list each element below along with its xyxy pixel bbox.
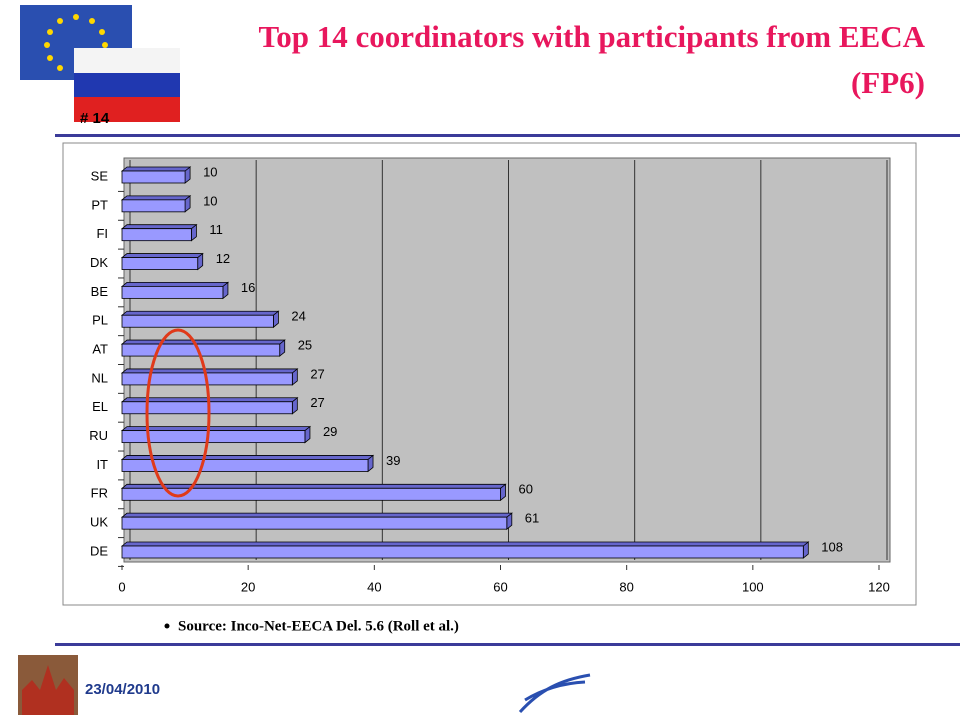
x-tick-label: 80 <box>619 579 633 594</box>
x-tick-label: 120 <box>868 579 890 594</box>
y-tick-label: RU <box>89 428 108 443</box>
plot-area <box>123 157 891 563</box>
slide-date: 23/04/2010 <box>85 681 160 698</box>
ru-flag-white <box>74 48 180 73</box>
x-tick-label: 40 <box>367 579 381 594</box>
value-label: 108 <box>821 539 843 554</box>
x-tick-label: 0 <box>118 579 125 594</box>
bullet <box>164 623 170 629</box>
y-tick-label: AT <box>92 342 108 357</box>
x-tick-label: 20 <box>241 579 255 594</box>
value-label: 11 <box>209 222 223 237</box>
source-note: Source: Inco-Net-EECA Del. 5.6 (Roll et … <box>178 618 459 634</box>
value-label: 27 <box>310 395 324 410</box>
ru-flag-red <box>74 97 180 122</box>
eu-stars <box>44 14 108 71</box>
value-label: 16 <box>241 280 255 295</box>
y-tick-label: IT <box>96 457 108 472</box>
value-label: 10 <box>203 164 217 179</box>
chart-title: Top 14 coordinators with participants fr… <box>258 19 925 100</box>
value-label: 10 <box>203 193 217 208</box>
bar <box>121 199 186 213</box>
bottom-rule <box>55 643 960 646</box>
y-tick-label: FI <box>96 226 108 241</box>
value-label: 12 <box>216 251 230 266</box>
y-tick-label: BE <box>91 284 109 299</box>
highlight-ellipse <box>145 328 211 498</box>
bar <box>121 314 274 328</box>
y-tick-label: DE <box>90 543 108 558</box>
y-tick-label: SE <box>91 168 109 183</box>
ru-flag-blue <box>74 73 180 97</box>
bar <box>121 545 804 559</box>
bar <box>121 459 369 472</box>
bar <box>121 257 199 270</box>
logo <box>518 673 591 714</box>
bar <box>121 430 306 444</box>
bar <box>121 487 501 501</box>
value-label: 25 <box>298 338 312 353</box>
value-label: 29 <box>323 424 337 439</box>
value-label: 61 <box>525 511 539 526</box>
value-label: 24 <box>291 309 305 324</box>
y-tick-label: DK <box>90 255 108 270</box>
value-label: 27 <box>310 366 324 381</box>
kremlin-shape <box>22 665 74 715</box>
bar <box>121 170 186 184</box>
bar <box>121 516 508 530</box>
bar <box>121 228 192 242</box>
y-tick-label: FR <box>91 486 108 501</box>
x-tick-label: 100 <box>742 579 764 594</box>
slide-number: # 14 <box>80 110 110 127</box>
y-tick-label: UK <box>90 515 108 530</box>
bar <box>121 285 224 299</box>
y-tick-label: EL <box>92 399 108 414</box>
x-tick-label: 60 <box>493 579 507 594</box>
y-tick-label: NL <box>91 370 108 385</box>
y-tick-label: PT <box>91 197 108 212</box>
y-tick-label: PL <box>92 313 108 328</box>
bar <box>121 401 293 415</box>
value-label: 60 <box>519 482 533 497</box>
value-label: 39 <box>386 453 400 468</box>
top-rule <box>55 134 960 137</box>
